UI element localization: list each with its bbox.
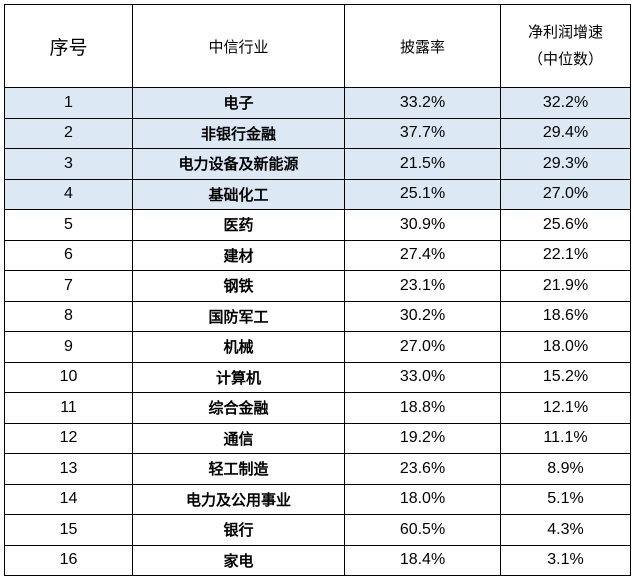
cell-industry: 电子 xyxy=(132,87,345,119)
cell-seq: 1 xyxy=(4,87,133,119)
cell-seq: 7 xyxy=(4,270,133,302)
cell-seq: 6 xyxy=(4,239,133,271)
cell-profit-growth: 22.1% xyxy=(500,239,631,271)
table-row: 1 电子 33.2% 32.2% xyxy=(4,87,631,119)
table-row: 8 国防军工 30.2% 18.6% xyxy=(4,300,631,332)
cell-industry: 机械 xyxy=(132,331,345,363)
table-row: 5 医药 30.9% 25.6% xyxy=(4,209,631,241)
cell-disclosure-rate: 33.0% xyxy=(344,361,501,393)
table-row: 11 综合金融 18.8% 12.1% xyxy=(4,392,631,424)
cell-seq: 10 xyxy=(4,361,133,393)
table-row: 7 钢铁 23.1% 21.9% xyxy=(4,270,631,302)
cell-industry: 钢铁 xyxy=(132,270,345,302)
cell-disclosure-rate: 19.2% xyxy=(344,422,501,454)
table-row: 12 通信 19.2% 11.1% xyxy=(4,422,631,454)
table-row: 10 计算机 33.0% 15.2% xyxy=(4,361,631,393)
table-row: 14 电力及公用事业 18.0% 5.1% xyxy=(4,483,631,515)
table-body: 1 电子 33.2% 32.2% 2 非银行金融 37.7% 29.4% 3 电力设备及新能源 21… xyxy=(4,87,631,576)
cell-industry: 计算机 xyxy=(132,361,345,393)
cell-seq: 15 xyxy=(4,514,133,546)
header-disclosure-rate: 披露率 xyxy=(344,4,501,88)
table-row: 2 非银行金融 37.7% 29.4% xyxy=(4,117,631,149)
cell-profit-growth: 25.6% xyxy=(500,209,631,241)
table-row: 15 银行 60.5% 4.3% xyxy=(4,514,631,546)
industry-growth-table: 序号 中信行业 披露率 净利润增速 （中位数） 1 电子 33.2% 32.2% 2 非银… xyxy=(4,4,631,576)
cell-seq: 13 xyxy=(4,453,133,485)
cell-seq: 8 xyxy=(4,300,133,332)
cell-industry: 通信 xyxy=(132,422,345,454)
header-profit-growth-line1: 净利润增速 xyxy=(527,23,603,41)
cell-industry: 非银行金融 xyxy=(132,117,345,149)
table-row: 3 电力设备及新能源 21.5% 29.3% xyxy=(4,148,631,180)
table-row: 13 轻工制造 23.6% 8.9% xyxy=(4,453,631,485)
cell-disclosure-rate: 30.2% xyxy=(344,300,501,332)
cell-profit-growth: 29.4% xyxy=(500,117,631,149)
header-row: 序号 中信行业 披露率 净利润增速 （中位数） xyxy=(4,4,631,88)
cell-disclosure-rate: 37.7% xyxy=(344,117,501,149)
cell-profit-growth: 12.1% xyxy=(500,392,631,424)
cell-disclosure-rate: 27.4% xyxy=(344,239,501,271)
cell-profit-growth: 15.2% xyxy=(500,361,631,393)
cell-profit-growth: 21.9% xyxy=(500,270,631,302)
cell-disclosure-rate: 33.2% xyxy=(344,87,501,119)
cell-disclosure-rate: 60.5% xyxy=(344,514,501,546)
cell-industry: 国防军工 xyxy=(132,300,345,332)
cell-seq: 3 xyxy=(4,148,133,180)
cell-profit-growth: 18.0% xyxy=(500,331,631,363)
cell-profit-growth: 18.6% xyxy=(500,300,631,332)
header-seq: 序号 xyxy=(4,4,133,88)
cell-industry: 家电 xyxy=(132,544,345,576)
cell-profit-growth: 5.1% xyxy=(500,483,631,515)
cell-disclosure-rate: 18.8% xyxy=(344,392,501,424)
cell-profit-growth: 29.3% xyxy=(500,148,631,180)
cell-disclosure-rate: 25.1% xyxy=(344,178,501,210)
cell-profit-growth: 32.2% xyxy=(500,87,631,119)
header-profit-growth-line2: （中位数） xyxy=(527,50,603,68)
cell-seq: 4 xyxy=(4,178,133,210)
cell-disclosure-rate: 30.9% xyxy=(344,209,501,241)
cell-profit-growth: 8.9% xyxy=(500,453,631,485)
cell-industry: 基础化工 xyxy=(132,178,345,210)
cell-seq: 14 xyxy=(4,483,133,515)
cell-seq: 9 xyxy=(4,331,133,363)
cell-profit-growth: 27.0% xyxy=(500,178,631,210)
cell-industry: 建材 xyxy=(132,239,345,271)
table-row: 9 机械 27.0% 18.0% xyxy=(4,331,631,363)
cell-industry: 医药 xyxy=(132,209,345,241)
cell-industry: 电力及公用事业 xyxy=(132,483,345,515)
cell-seq: 5 xyxy=(4,209,133,241)
cell-industry: 电力设备及新能源 xyxy=(132,148,345,180)
cell-disclosure-rate: 18.0% xyxy=(344,483,501,515)
cell-disclosure-rate: 18.4% xyxy=(344,544,501,576)
cell-industry: 综合金融 xyxy=(132,392,345,424)
table-row: 6 建材 27.4% 22.1% xyxy=(4,239,631,271)
cell-industry: 银行 xyxy=(132,514,345,546)
table-row: 4 基础化工 25.1% 27.0% xyxy=(4,178,631,210)
cell-seq: 12 xyxy=(4,422,133,454)
cell-profit-growth: 11.1% xyxy=(500,422,631,454)
table-row: 16 家电 18.4% 3.1% xyxy=(4,544,631,576)
header-industry: 中信行业 xyxy=(132,4,345,88)
cell-profit-growth: 3.1% xyxy=(500,544,631,576)
cell-disclosure-rate: 27.0% xyxy=(344,331,501,363)
header-profit-growth: 净利润增速 （中位数） xyxy=(500,4,631,88)
cell-disclosure-rate: 21.5% xyxy=(344,148,501,180)
cell-seq: 16 xyxy=(4,544,133,576)
cell-seq: 11 xyxy=(4,392,133,424)
cell-disclosure-rate: 23.6% xyxy=(344,453,501,485)
cell-industry: 轻工制造 xyxy=(132,453,345,485)
cell-disclosure-rate: 23.1% xyxy=(344,270,501,302)
cell-profit-growth: 4.3% xyxy=(500,514,631,546)
cell-seq: 2 xyxy=(4,117,133,149)
